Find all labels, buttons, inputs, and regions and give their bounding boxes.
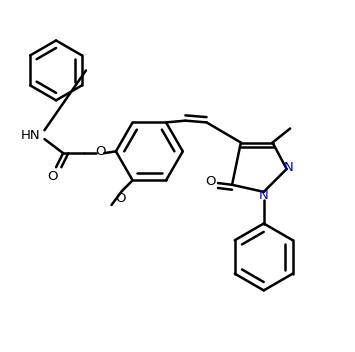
Text: N: N [284, 161, 293, 174]
Text: O: O [115, 192, 126, 205]
Text: O: O [47, 170, 58, 182]
Text: N: N [259, 189, 269, 202]
Text: HN: HN [21, 129, 40, 142]
Text: O: O [95, 145, 105, 158]
Text: O: O [205, 175, 215, 188]
